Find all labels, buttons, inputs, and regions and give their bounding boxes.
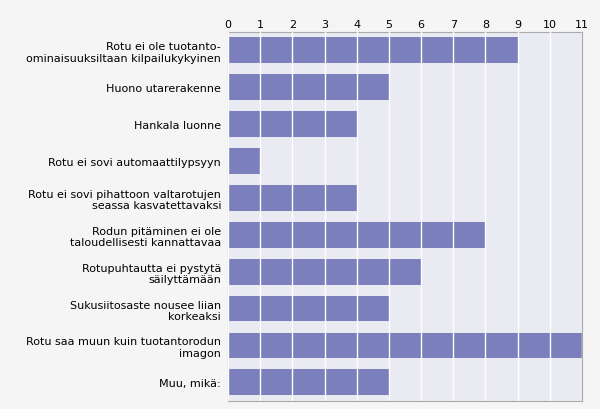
Bar	[228, 370, 389, 395]
Bar	[228, 75, 389, 101]
Bar	[228, 222, 485, 248]
Bar	[228, 112, 357, 137]
Bar	[228, 185, 357, 211]
Bar	[228, 296, 389, 321]
Bar	[228, 333, 582, 358]
Bar	[228, 148, 260, 174]
Bar	[228, 38, 518, 64]
Bar	[228, 259, 421, 285]
